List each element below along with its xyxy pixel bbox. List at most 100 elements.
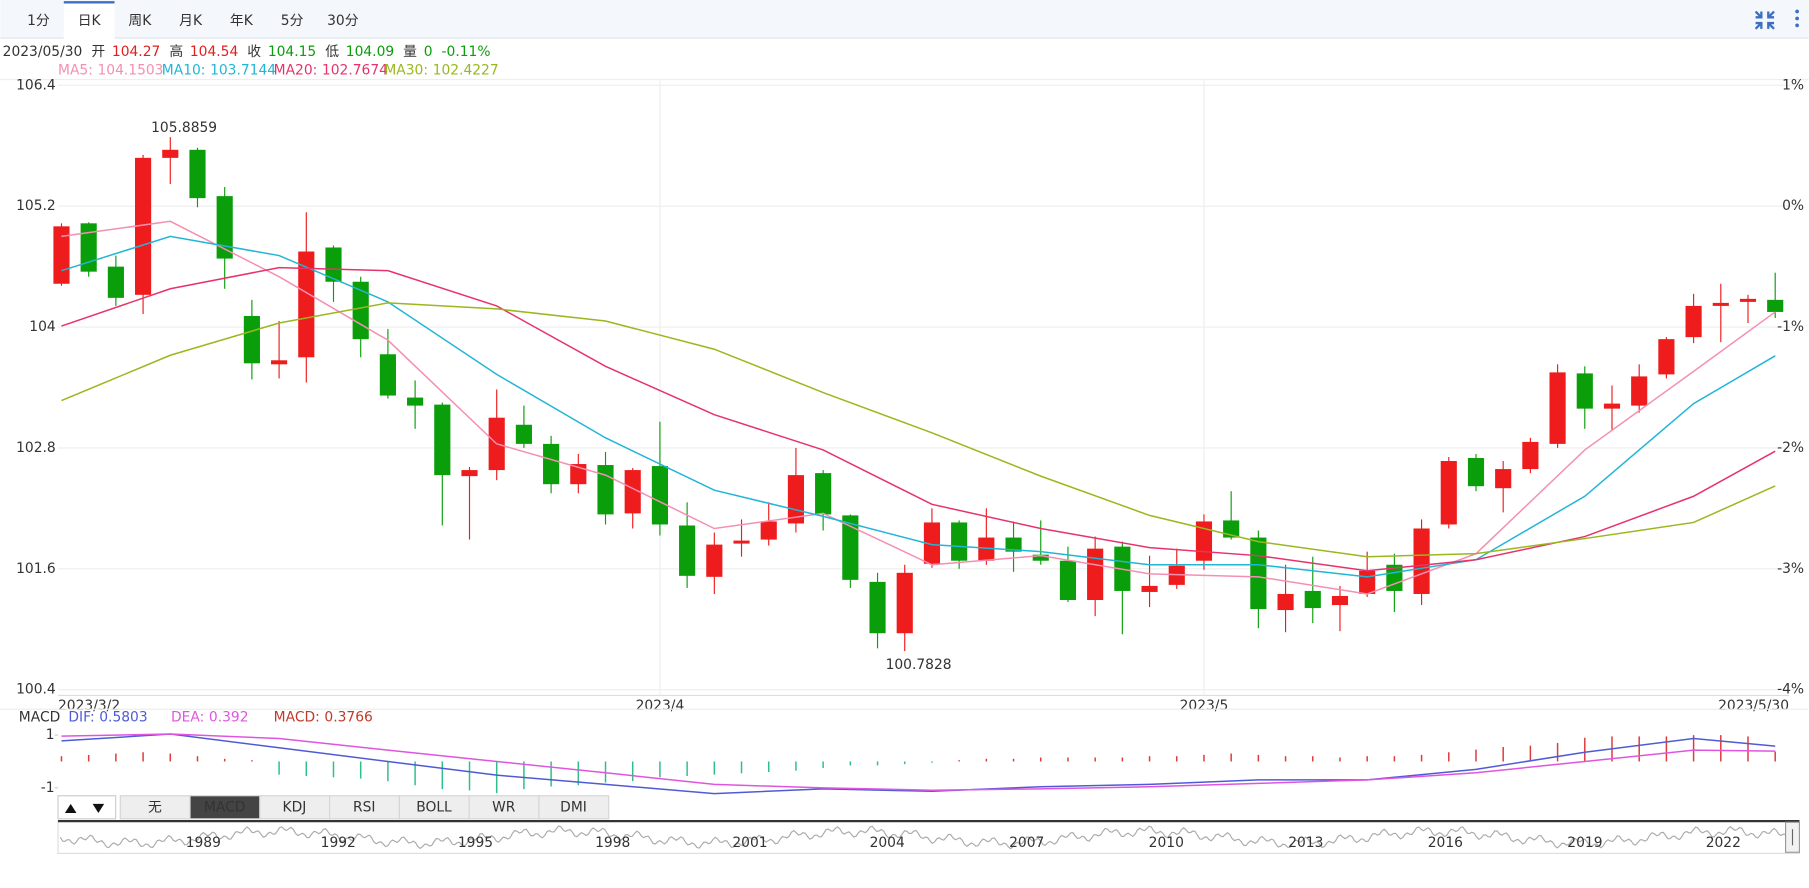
more-icon[interactable] [1795,9,1799,28]
candle-body [434,404,451,476]
candle-body [733,540,750,544]
legend-item: MA20: 102.7674 [274,62,388,78]
indicator-tab[interactable]: BOLL [398,795,470,820]
indicator-tab[interactable]: MACD [189,795,261,820]
low-value: 104.09 [346,44,394,60]
candle-body [760,521,777,540]
quote-header: 2023/05/30 开 104.27 高 104.54 收 104.15 低 … [3,43,491,60]
x-tick-label: 2023/4 [636,698,685,714]
candle-body [1767,299,1784,312]
navigator-label: 2016 [1428,835,1463,851]
period-tab[interactable]: 1分 [27,13,50,29]
legend-item: DEA: 0.392 [171,709,248,725]
fullscreen-glyph [1754,10,1775,30]
candle-body [679,525,696,576]
candle-body [1304,590,1321,609]
candle-body [1440,461,1457,525]
legend-name: DEA: [171,709,204,725]
candle-body [515,424,532,444]
candle-body [1032,554,1049,561]
legend-value: 102.4227 [433,62,499,78]
indicator-line [61,733,1776,791]
candle-body [1467,457,1485,487]
indicator-tab[interactable]: RSI [329,795,400,820]
navigator-trace [59,825,1791,850]
navigator-label: 1998 [595,835,630,851]
y-tick-label: 101.6 [16,561,56,577]
indicator-tab[interactable]: 无 [119,795,191,820]
navigator-label: 2022 [1706,835,1741,851]
y2-tick-label: 1% [1782,77,1804,93]
period-tab[interactable]: 5分 [281,13,304,29]
legend-name: MA30: [384,62,428,78]
candle-body [1250,537,1267,610]
navigator-label: 2007 [1009,835,1044,851]
legend-item: MA10: 103.7144 [162,62,276,78]
fullscreen-icon[interactable] [1754,10,1775,30]
scroll-buttons[interactable] [57,795,117,820]
candle-body [80,223,97,272]
navigator-label: 1989 [186,835,221,851]
indicator-tab-label: KDJ [283,799,307,815]
legend-value: 103.7144 [210,62,276,78]
candle-body [1359,570,1376,594]
candle-body [1549,372,1566,444]
navigator-label: 2004 [870,835,905,851]
indicator-tab[interactable]: WR [468,795,540,820]
candle-body [1712,302,1729,306]
legend-value: 102.7674 [322,62,388,78]
navigator-handle[interactable] [1785,821,1800,853]
dot [1795,16,1799,21]
candle-body [923,522,941,564]
volume-value: 0 [424,44,433,60]
navigator-label: 2010 [1149,835,1184,851]
period-tab[interactable]: 月K [179,13,203,29]
legend-item: MA30: 102.4227 [384,62,498,78]
y2-tick-label: -1% [1777,319,1804,335]
navigator-label: 2001 [732,835,767,851]
period-tab[interactable]: 周K [128,13,152,29]
y2-tick-label: -3% [1777,561,1804,577]
candle-body [1522,441,1539,470]
navigator-label: 1995 [458,835,493,851]
period-tab-label: 30分 [327,13,359,29]
candle-body [624,470,641,514]
indicator-tab-label: BOLL [416,799,452,815]
candle-body [597,465,614,515]
candle-body [1223,520,1240,538]
period-tab[interactable]: 日K [63,1,115,40]
candle-body [1576,373,1593,409]
navigator-label: 2013 [1288,835,1323,851]
toolbar [0,0,1809,39]
candle-body [543,443,560,485]
y-tick-label: 100.4 [16,682,56,698]
period-tab[interactable]: 30分 [327,13,359,29]
period-tab[interactable]: 年K [230,13,254,29]
legend-item: DIF: 0.5803 [68,709,147,725]
y2-tick-label: 0% [1782,198,1804,214]
candle-body [298,251,315,358]
indicator-tab[interactable]: DMI [538,795,610,820]
y-tick-label: 106.4 [16,77,56,93]
legend-value: 104.1503 [97,62,163,78]
active-tab-bg [63,1,115,40]
indicator-tab[interactable]: KDJ [259,795,331,820]
candle-body [407,397,424,406]
navigator-label: 2019 [1567,835,1602,851]
dot [1795,23,1799,28]
candle-body [1005,537,1022,552]
high-label: 高 [169,43,183,60]
period-tab-label: 1分 [27,13,50,29]
down-arrow [92,803,105,814]
candle-body [896,572,913,634]
indicator-tab-label: WR [492,799,516,815]
candle-body [978,537,995,561]
legend-name: MA10: [162,62,206,78]
candle-body [1631,376,1648,406]
change-value: -0.11% [442,44,491,60]
ma-line [61,220,1776,595]
panel-title: MACD [19,709,60,725]
candle-body [842,515,859,580]
period-tab-label: 5分 [281,13,304,29]
